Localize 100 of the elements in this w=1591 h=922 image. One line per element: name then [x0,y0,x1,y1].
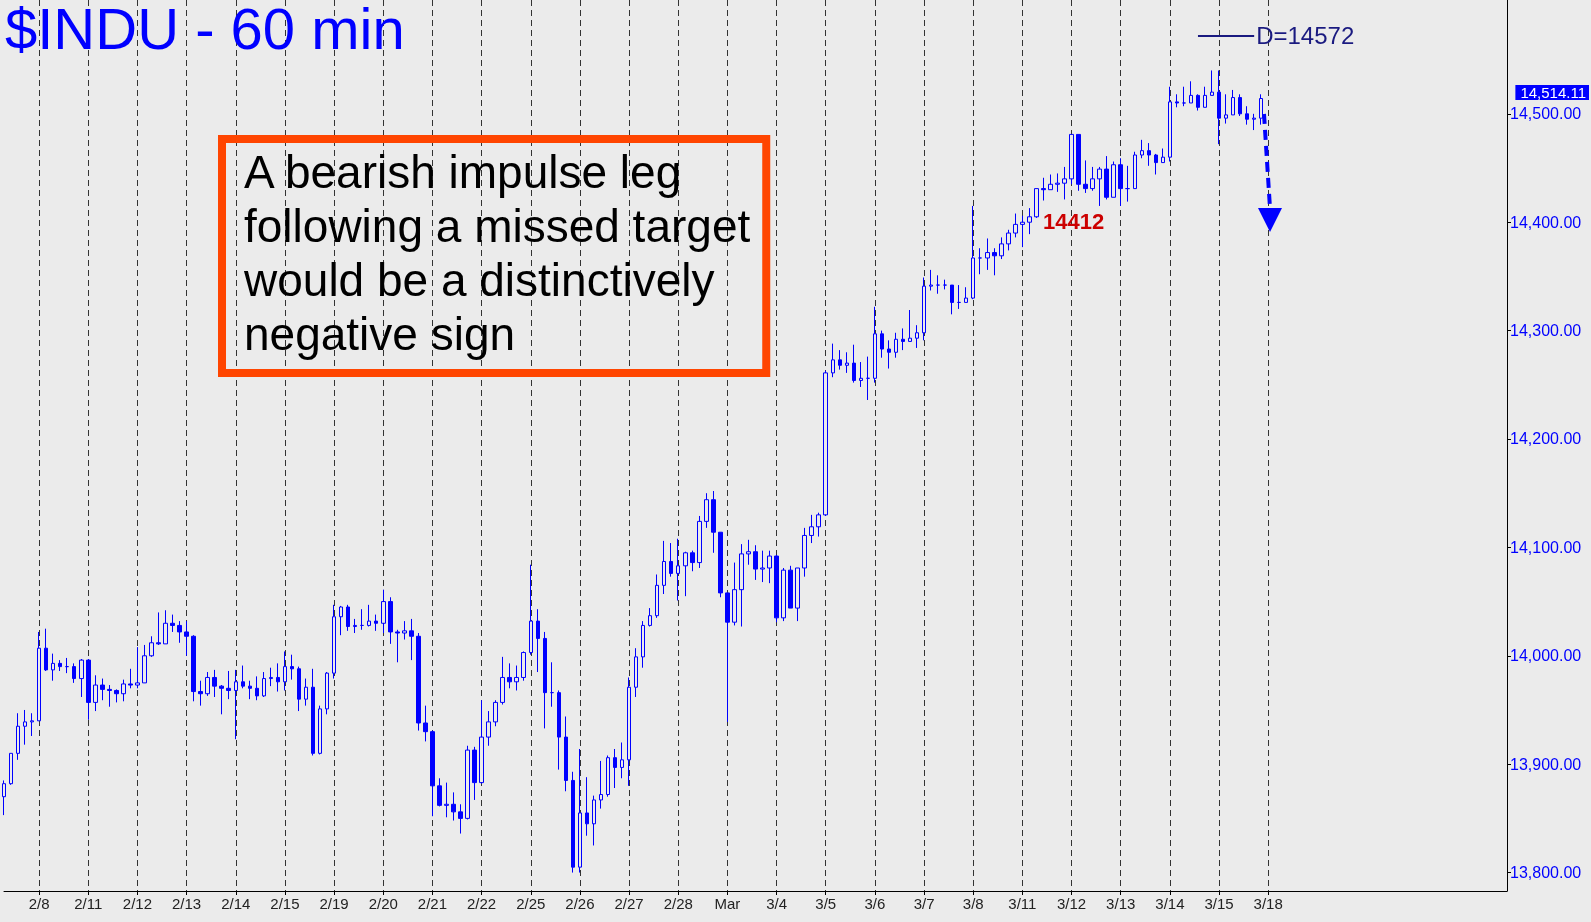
x-tick-label: Mar [714,895,741,912]
candlestick [500,656,505,706]
candlestick [311,668,315,757]
candlestick [121,679,126,702]
candlestick [774,554,779,623]
candlestick [170,614,175,633]
candlestick [198,680,203,707]
x-tick-label: 3/6 [864,895,886,912]
candlestick [1154,153,1158,176]
candlestick [697,515,702,569]
candlestick [1048,174,1053,191]
x-tick-label: 2/15 [270,895,300,912]
candlestick [177,620,182,644]
candlestick [894,332,898,359]
candlestick [514,665,519,691]
candlestick [9,752,13,786]
x-tick-label: 3/11 [1008,895,1037,912]
candlestick [1224,93,1228,125]
x-tick-label: 2/21 [417,895,448,912]
candlestick [65,657,69,674]
candlestick [1161,148,1165,164]
candlestick [725,592,730,723]
candlestick [536,608,540,673]
candlestick [1027,207,1032,235]
x-tick-label: 2/28 [663,895,693,912]
candlestick [1147,142,1151,167]
candlestick [1104,155,1109,200]
candlestick [128,668,133,689]
candlestick [746,539,751,566]
candlestick [831,343,835,378]
ref-line-label: D=14572 [1256,22,1355,50]
candlestick [107,684,112,708]
candlestick [339,605,343,636]
candlestick [479,699,484,785]
candlestick [219,684,224,715]
candlestick [255,675,259,701]
candlestick [58,659,62,672]
candlestick [1118,157,1123,207]
candlestick [248,680,252,700]
y-tick-label: 13,900.00 [1510,755,1582,773]
candlestick [578,748,582,874]
candlestick [465,745,470,820]
candlestick [718,531,723,598]
candlestick [999,236,1004,260]
candlestick [880,330,884,359]
candlestick [346,604,350,632]
x-tick-label: 2/25 [516,895,546,912]
candlestick [269,667,273,687]
candlestick [753,544,758,581]
y-tick-label: 14,500.00 [1510,105,1582,123]
candlestick [142,644,147,684]
candlestick [1133,151,1137,190]
candlestick [395,629,400,663]
x-tick-label: 3/18 [1253,895,1283,912]
candlestick [964,286,968,303]
y-tick-label: 14,200.00 [1510,430,1582,448]
candlestick [592,795,596,846]
y-tick-label: 13,800.00 [1510,864,1582,882]
candlestick [564,715,568,792]
candlestick [1097,166,1102,207]
candlestick [992,247,997,276]
candlestick [1069,133,1074,185]
candlestick [212,669,217,698]
candlestick [760,550,765,583]
candlestick [852,344,856,384]
candlestick [184,620,189,657]
candlestick [37,631,41,722]
candlestick [23,709,27,746]
candlestick [690,550,695,572]
candlestick [1076,133,1081,192]
candlestick [325,671,329,715]
x-tick-label: 2/26 [565,895,595,912]
candlestick [402,620,407,641]
candlestick [1252,113,1256,131]
candlestick [72,662,76,684]
candlestick [922,276,926,341]
candlestick [1013,213,1018,238]
candlestick [816,512,821,538]
candlestick [1217,69,1221,145]
candlestick [451,791,456,822]
candlestick [93,674,98,712]
candlestick [978,247,982,275]
candlestick [950,284,954,315]
candlestick [809,514,814,544]
candlestick [1055,172,1060,193]
candlestick [1140,139,1144,159]
candlestick [114,688,119,703]
y-tick-label: 14,300.00 [1510,322,1582,340]
candlestick [641,620,645,669]
x-tick-label: 3/14 [1155,895,1185,912]
candlestick [571,771,575,874]
candlestick [936,274,940,295]
candlestick [234,669,238,740]
candlestick [486,710,491,747]
candlestick [283,650,287,691]
candlestick [1259,93,1263,126]
candlestick [655,573,659,619]
x-tick-label: 2/22 [466,895,497,912]
candlestick [381,589,386,634]
candlestick [262,671,266,698]
